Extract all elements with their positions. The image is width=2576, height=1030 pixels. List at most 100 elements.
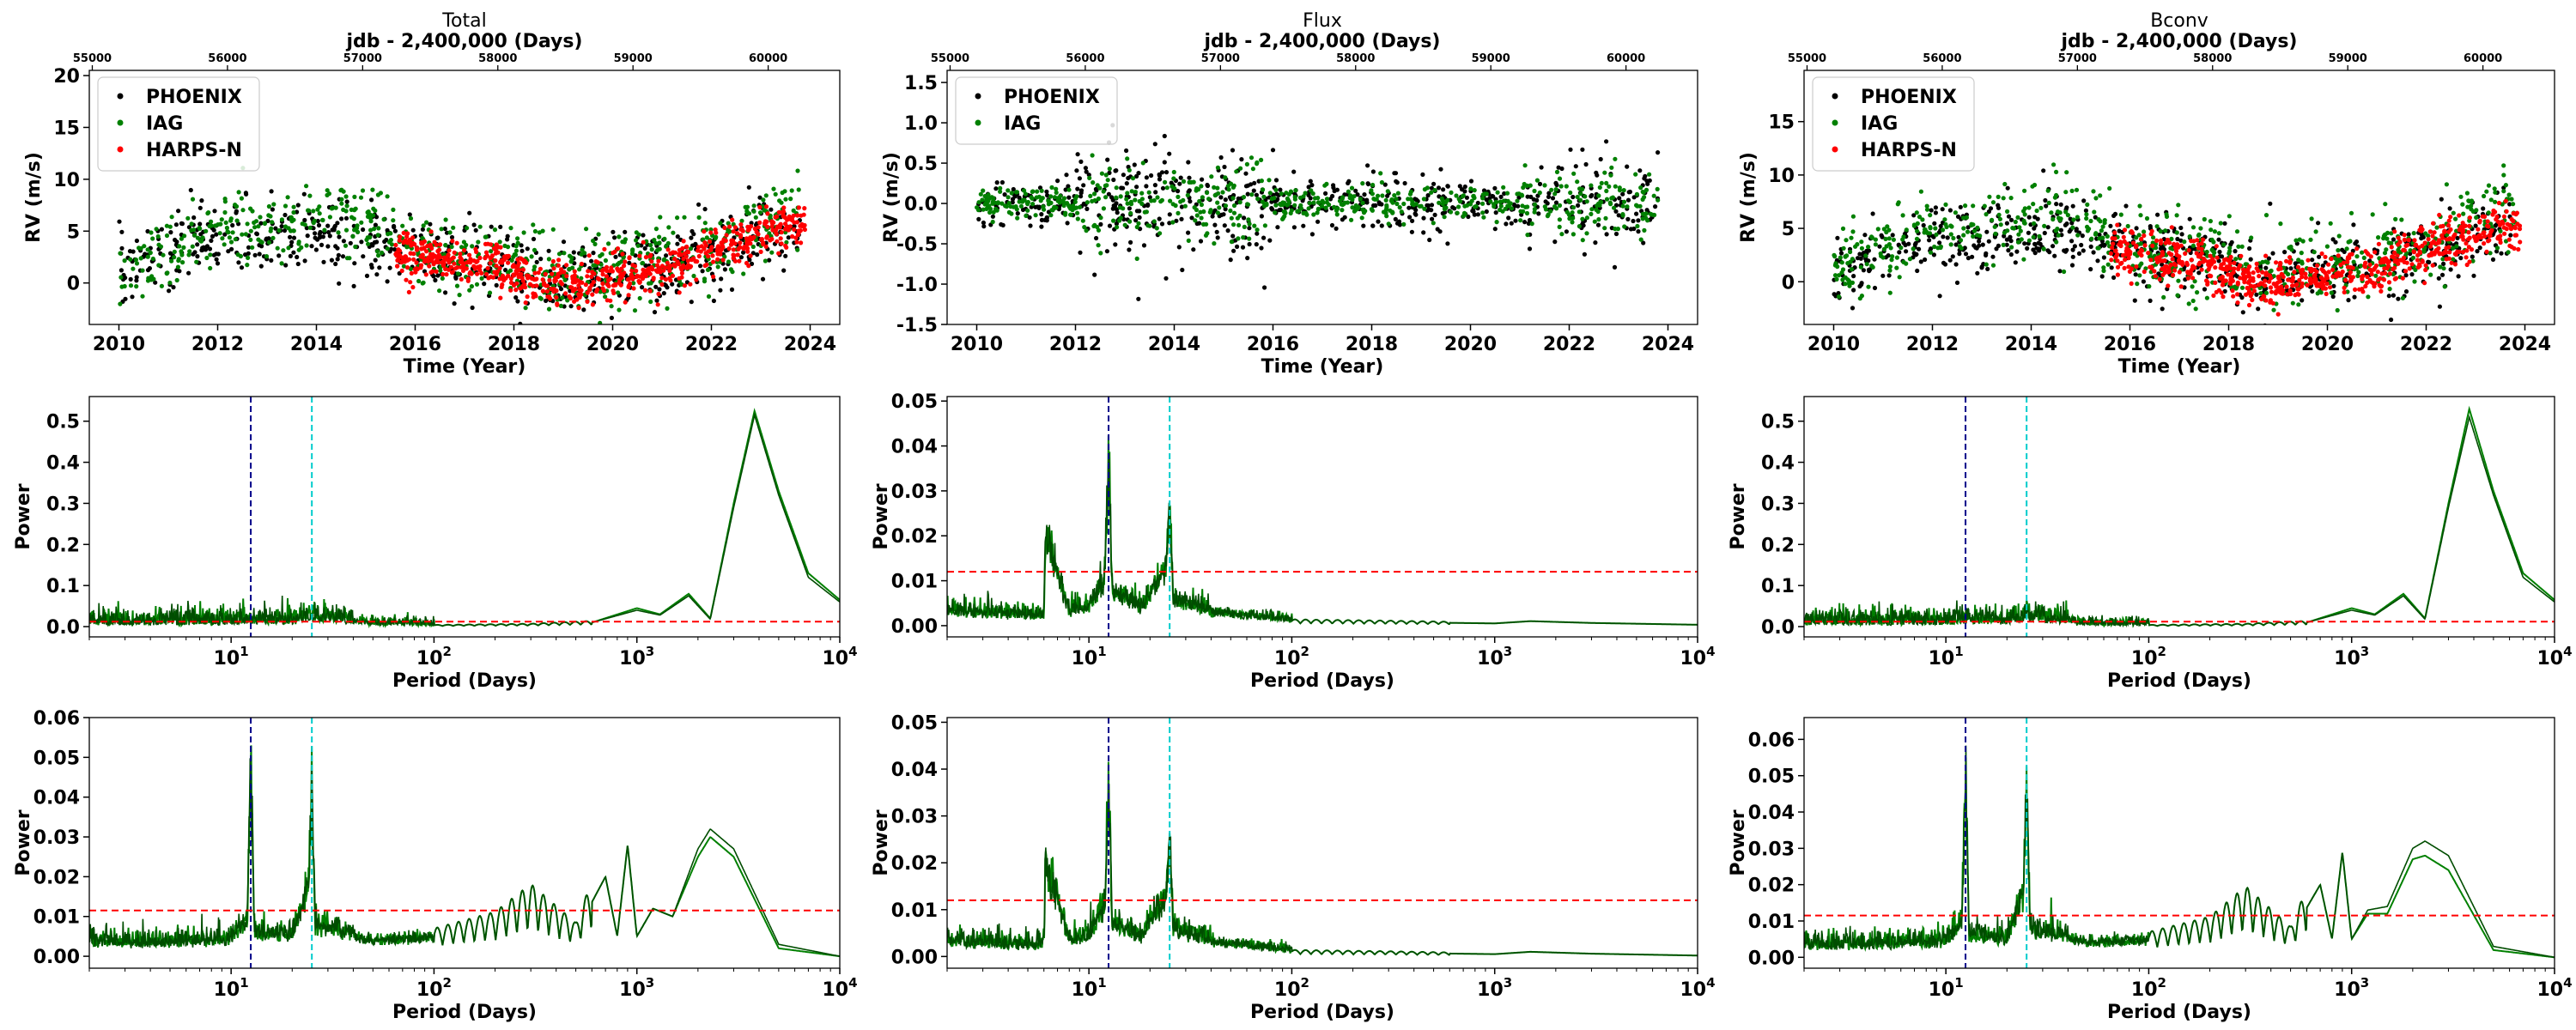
data-point-iag [1133,197,1138,203]
data-point-harps-n [2178,284,2184,289]
data-point-iag [976,200,981,205]
data-point-iag [355,229,361,234]
data-point-harps-n [680,245,685,251]
data-point-phoenix [1957,251,1962,257]
data-point-iag [1096,227,1102,233]
data-point-phoenix [1470,209,1475,214]
data-point-harps-n [404,277,409,282]
data-point-iag [2493,199,2498,204]
data-point-harps-n [617,273,623,278]
data-point-phoenix [2097,232,2102,238]
data-point-iag [169,258,174,264]
data-point-phoenix [1985,266,1990,271]
data-point-phoenix [1583,161,1589,167]
data-point-iag [567,266,572,272]
data-point-iag [2387,287,2392,292]
data-point-phoenix [1039,224,1044,229]
data-point-iag [1186,238,1191,243]
data-point-iag [1352,194,1357,199]
data-point-iag [1863,253,1868,258]
data-point-iag [378,191,383,196]
data-point-iag [653,240,659,245]
data-point-phoenix [1498,194,1504,199]
data-point-iag [1197,198,1202,204]
data-point-phoenix [2044,203,2049,209]
data-point-phoenix [134,238,139,244]
data-point-iag [1886,227,1892,233]
data-point-iag [1125,156,1130,161]
data-point-iag [1048,194,1054,199]
data-point-harps-n [419,246,424,251]
data-point-phoenix [1636,229,1641,234]
data-point-iag [1259,157,1264,162]
data-point-phoenix [199,198,204,203]
data-point-iag [1349,185,1355,191]
data-point-iag [253,219,259,224]
data-point-phoenix [145,228,150,234]
data-point-phoenix [234,210,239,215]
data-point-iag [235,252,240,258]
data-point-iag [779,200,784,205]
data-point-phoenix [117,219,122,224]
data-point-phoenix [1917,246,1922,251]
data-point-iag [187,249,192,254]
data-point-iag [343,194,349,199]
data-point-iag [230,230,235,235]
data-point-phoenix [333,244,338,249]
data-point-iag [1247,221,1252,227]
data-point-iag [1958,238,1964,243]
data-point-harps-n [447,248,452,253]
data-point-phoenix [718,288,723,293]
data-point-phoenix [1044,218,1049,223]
data-point-harps-n [2409,262,2415,267]
data-point-iag [1003,203,1008,209]
data-point-harps-n [612,249,617,254]
data-point-iag [250,209,255,214]
data-point-phoenix [1230,148,1236,153]
data-point-iag [1322,183,1327,188]
data-point-harps-n [2201,237,2206,242]
data-point-phoenix [1353,188,1358,193]
data-point-phoenix [2036,246,2041,251]
data-point-iag [2410,255,2415,260]
data-point-iag [2453,216,2458,221]
data-point-iag [1228,208,1233,214]
data-point-phoenix [558,287,564,292]
data-point-harps-n [702,246,707,251]
data-point-iag [2474,215,2479,220]
data-point-phoenix [1506,215,1511,221]
data-point-iag [439,227,444,232]
data-point-phoenix [373,222,378,227]
data-point-harps-n [497,265,502,271]
data-point-iag [1164,185,1170,191]
data-point-harps-n [2300,275,2305,280]
data-point-phoenix [2081,248,2086,253]
data-point-phoenix [1332,188,1337,194]
legend-label: IAG [146,113,183,135]
data-point-iag [702,276,708,282]
data-point-phoenix [1573,164,1578,169]
data-point-harps-n [778,236,783,241]
data-point-phoenix [1121,173,1126,178]
data-point-phoenix [1492,185,1498,191]
data-point-iag [1609,165,1614,170]
data-point-harps-n [634,268,639,274]
data-point-phoenix [176,209,181,214]
data-point-phoenix [1850,306,1856,311]
data-point-phoenix [186,225,191,230]
data-point-harps-n [443,266,448,271]
data-point-iag [1883,236,1888,241]
data-point-iag [2268,270,2273,275]
data-point-harps-n [737,258,742,264]
data-point-iag [2005,209,2010,214]
data-point-iag [343,227,349,233]
data-point-phoenix [1613,209,1619,214]
x-tick-label: 2016 [1247,334,1299,355]
data-point-phoenix [1262,285,1267,290]
data-point-phoenix [192,250,197,255]
data-point-iag [476,239,481,245]
data-point-iag [1577,209,1582,215]
data-point-phoenix [470,305,475,311]
data-point-iag [1395,191,1400,196]
data-point-harps-n [600,281,605,286]
